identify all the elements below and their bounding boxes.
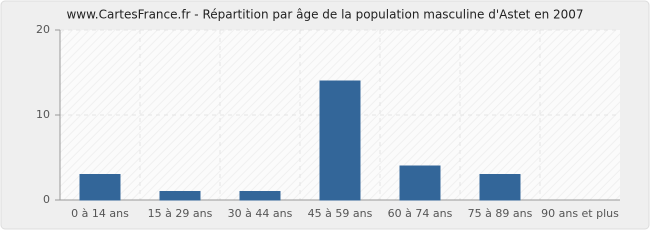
page: {"chart_data": {"type": "bar", "title": … <box>0 0 650 230</box>
chart-title: www.CartesFrance.fr - Répartition par âg… <box>66 8 583 22</box>
x-tick-label: 45 à 59 ans <box>308 207 373 220</box>
x-tick-label: 90 ans et plus <box>541 207 619 220</box>
y-tick-label: 10 <box>36 108 50 121</box>
bar <box>79 174 121 201</box>
bar <box>479 174 521 201</box>
x-tick-label: 0 à 14 ans <box>71 207 129 220</box>
x-tick-label: 15 à 29 ans <box>148 207 213 220</box>
bar <box>239 191 281 201</box>
chart: www.CartesFrance.fr - Répartition par âg… <box>0 0 650 230</box>
x-tick-label: 60 à 74 ans <box>388 207 453 220</box>
bar <box>159 191 201 201</box>
bar <box>319 80 361 201</box>
y-tick-label: 20 <box>36 23 50 36</box>
x-tick-label: 75 à 89 ans <box>468 207 533 220</box>
bar <box>399 165 441 201</box>
y-tick-label: 0 <box>43 193 50 206</box>
x-tick-label: 30 à 44 ans <box>228 207 293 220</box>
